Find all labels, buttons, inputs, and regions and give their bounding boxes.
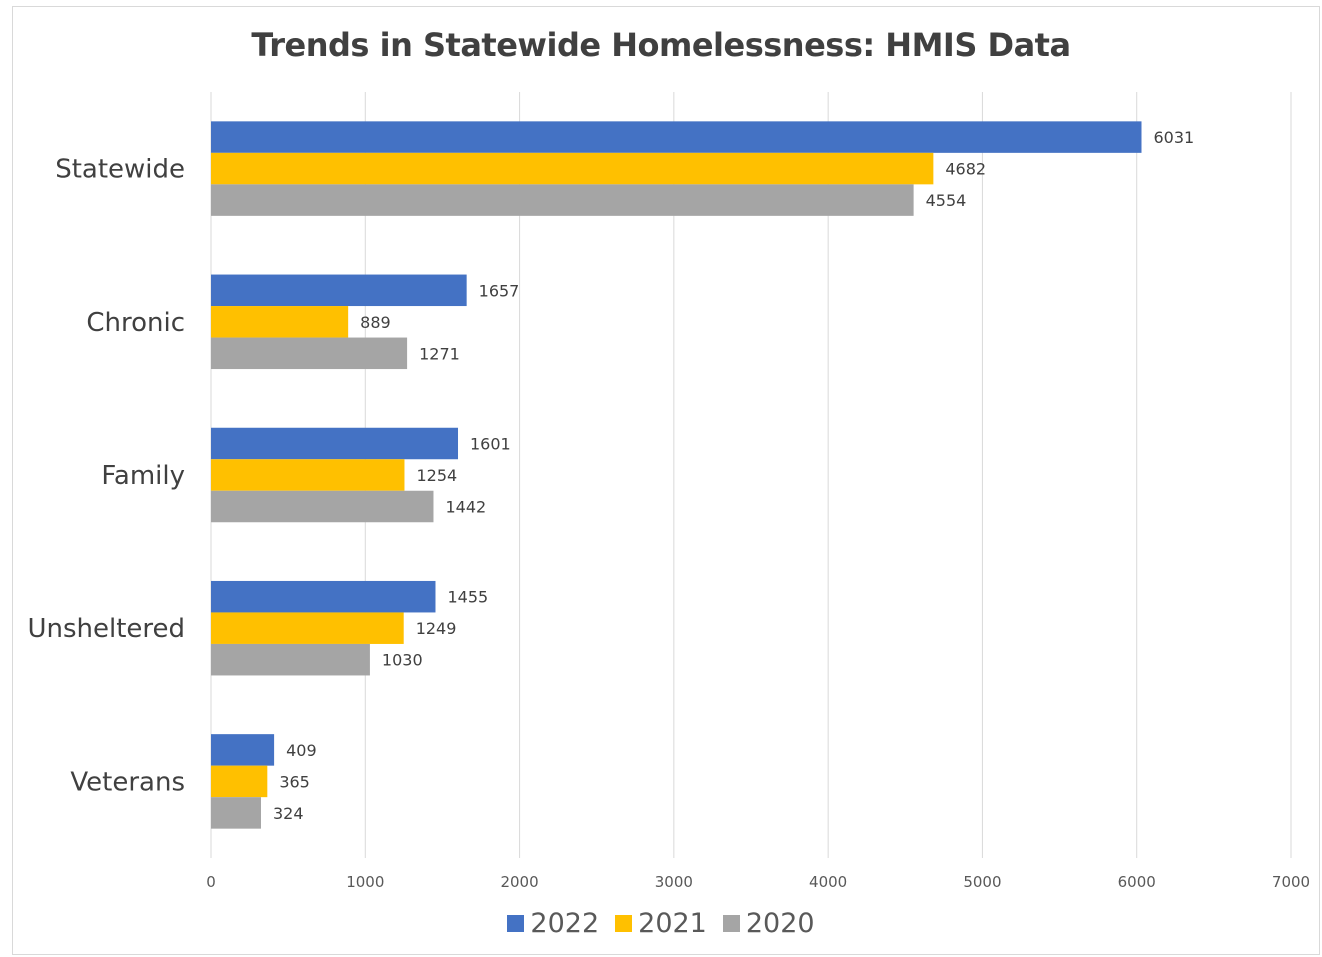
data-label: 1657 [479, 281, 520, 300]
x-tick-label: 4000 [809, 873, 847, 891]
category-label: Unsheltered [27, 614, 185, 644]
x-tick-label: 7000 [1272, 873, 1310, 891]
bar-2022-family [211, 427, 459, 460]
x-tick-label: 1000 [346, 873, 384, 891]
bar-2020-unsheltered [211, 643, 370, 676]
bar-2021-veterans [211, 765, 268, 798]
data-label: 889 [360, 313, 391, 332]
data-label: 1601 [470, 435, 511, 454]
legend-item-2020: 2020 [722, 908, 815, 939]
data-label: 324 [273, 804, 304, 823]
bar-2022-chronic [211, 274, 467, 307]
category-label: Veterans [70, 767, 185, 797]
data-label: 1030 [382, 651, 423, 670]
legend-item-2022: 2022 [507, 908, 599, 939]
legend-swatch [722, 915, 740, 932]
bar-2021-unsheltered [211, 612, 404, 644]
legend-label: 2020 [745, 908, 815, 939]
bar-2022-statewide [211, 121, 1142, 153]
category-label: Family [101, 461, 185, 491]
x-tick-label: 3000 [655, 873, 693, 891]
data-label: 4682 [945, 160, 986, 179]
data-label: 1455 [447, 588, 488, 607]
data-label: 365 [279, 772, 310, 791]
chart-legend: 2022 2021 2020 [0, 908, 1322, 939]
bar-2021-statewide [211, 152, 934, 185]
x-tick-label: 2000 [500, 873, 538, 891]
data-label: 1249 [416, 619, 457, 638]
bar-2020-family [211, 490, 434, 523]
bar-2022-unsheltered [211, 580, 436, 613]
legend-swatch [615, 915, 633, 932]
bar-2020-chronic [211, 337, 408, 370]
data-label: 6031 [1153, 128, 1194, 147]
x-tick-label: 6000 [1118, 873, 1156, 891]
data-label: 1254 [416, 466, 457, 485]
data-label: 1442 [445, 498, 486, 517]
legend-swatch [507, 915, 525, 932]
category-label: Chronic [86, 308, 185, 338]
category-label: Statewide [55, 155, 185, 185]
legend-item-2021: 2021 [615, 908, 707, 939]
data-label: 409 [286, 741, 317, 760]
legend-label: 2021 [638, 908, 707, 939]
bar-2021-chronic [211, 306, 349, 338]
bar-2021-family [211, 459, 405, 491]
x-tick-label: 5000 [963, 873, 1001, 891]
data-label: 1271 [419, 344, 460, 363]
chart-title: Trends in Statewide Homelessness: HMIS D… [251, 26, 1071, 64]
data-label: 4554 [926, 191, 967, 210]
legend-label: 2022 [530, 908, 600, 939]
x-tick-label: 0 [206, 873, 216, 891]
bar-2022-veterans [211, 734, 275, 766]
bar-2020-veterans [211, 797, 261, 829]
bar-2020-statewide [211, 184, 914, 216]
